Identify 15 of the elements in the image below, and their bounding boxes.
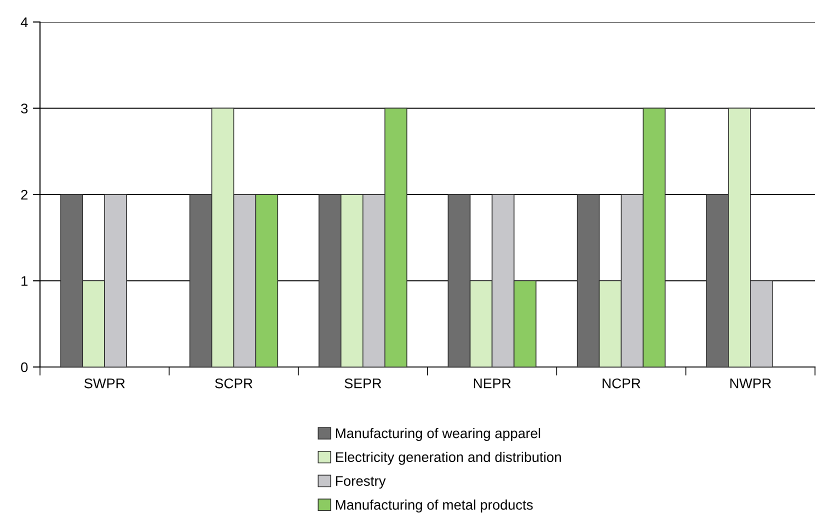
legend-label: Forestry (336, 476, 386, 489)
x-tick-label: NWPR (730, 378, 771, 388)
x-tick-label: SCPR (215, 378, 252, 388)
y-tick-label: 0 (21, 362, 28, 372)
x-tick-label: SWPR (84, 378, 125, 388)
legend-label: Manufacturing of wearing apparel (336, 428, 540, 441)
y-tick-label: 1 (22, 276, 28, 286)
legend-label: Electricity generation and distribution (336, 452, 561, 465)
x-tick-label: NCPR (602, 378, 640, 388)
y-tick-label: 2 (21, 190, 28, 200)
x-tick-label: SEPR (344, 378, 382, 388)
y-tick-label: 3 (21, 104, 28, 114)
x-tick-label: NEPR (474, 378, 511, 388)
legend-label: Manufacturing of metal products (336, 500, 533, 512)
y-tick-label: 4 (20, 17, 28, 28)
